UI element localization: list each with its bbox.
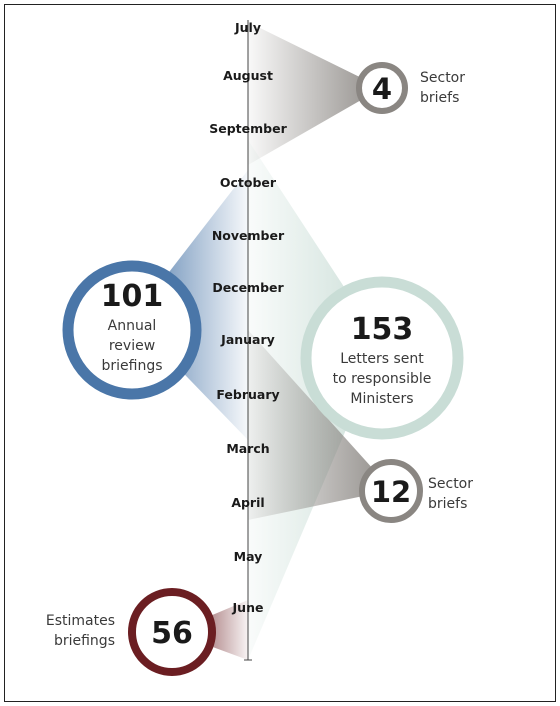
sector-briefs-q3-wedge [248, 330, 392, 520]
annual-review-count: 101 [101, 279, 164, 314]
month-label: October [220, 175, 277, 190]
estimates-circle [128, 588, 216, 676]
letters-count: 153 [351, 312, 414, 347]
sector-briefs-q1-circle [356, 62, 408, 114]
annual-review-label-line: review [109, 338, 155, 354]
letters-label-line: Ministers [350, 391, 413, 407]
sector-briefs-q1-wedge [248, 22, 382, 165]
month-label: December [212, 280, 284, 295]
month-labels: July August September October November D… [209, 20, 287, 615]
month-label: August [223, 68, 273, 83]
sector-briefs-q1-count: 4 [372, 72, 392, 106]
sector-briefs-q1-label-line: briefs [420, 90, 459, 106]
estimates-label-line: Estimates [46, 613, 115, 629]
letters-node: 153 Letters sent to responsible Minister… [300, 276, 464, 440]
month-label: November [212, 228, 285, 243]
letters-label-line: to responsible [333, 371, 432, 387]
month-label: February [216, 387, 279, 402]
letters-label-line: Letters sent [340, 351, 424, 367]
month-label: March [226, 441, 269, 456]
sector-briefs-q3-label-line: Sector [428, 476, 473, 492]
figure-frame [4, 4, 556, 702]
sector-briefs-q3-circle [359, 459, 423, 523]
annual-review-label-line: briefings [101, 358, 162, 374]
sector-briefs-q1-node: 4 Sector briefs [356, 62, 465, 114]
sector-briefs-q3-label-line: briefs [428, 496, 467, 512]
month-label: September [209, 121, 287, 136]
sector-briefs-q3-count: 12 [371, 475, 411, 509]
estimates-node: 56 Estimates briefings [46, 588, 216, 676]
annual-review-circle [62, 260, 202, 400]
month-label: June [232, 600, 264, 615]
estimates-label-line: briefings [54, 633, 115, 649]
estimates-count: 56 [151, 616, 193, 651]
month-label: May [234, 549, 263, 564]
month-label: July [234, 20, 261, 35]
annual-review-node: 101 Annual review briefings [62, 260, 202, 400]
month-label: April [231, 495, 264, 510]
annual-review-label-line: Annual [108, 318, 157, 334]
letters-circle [300, 276, 464, 440]
sector-briefs-q1-label-line: Sector [420, 70, 465, 86]
sector-briefs-q3-node: 12 Sector briefs [359, 459, 473, 523]
month-label: January [220, 332, 275, 347]
